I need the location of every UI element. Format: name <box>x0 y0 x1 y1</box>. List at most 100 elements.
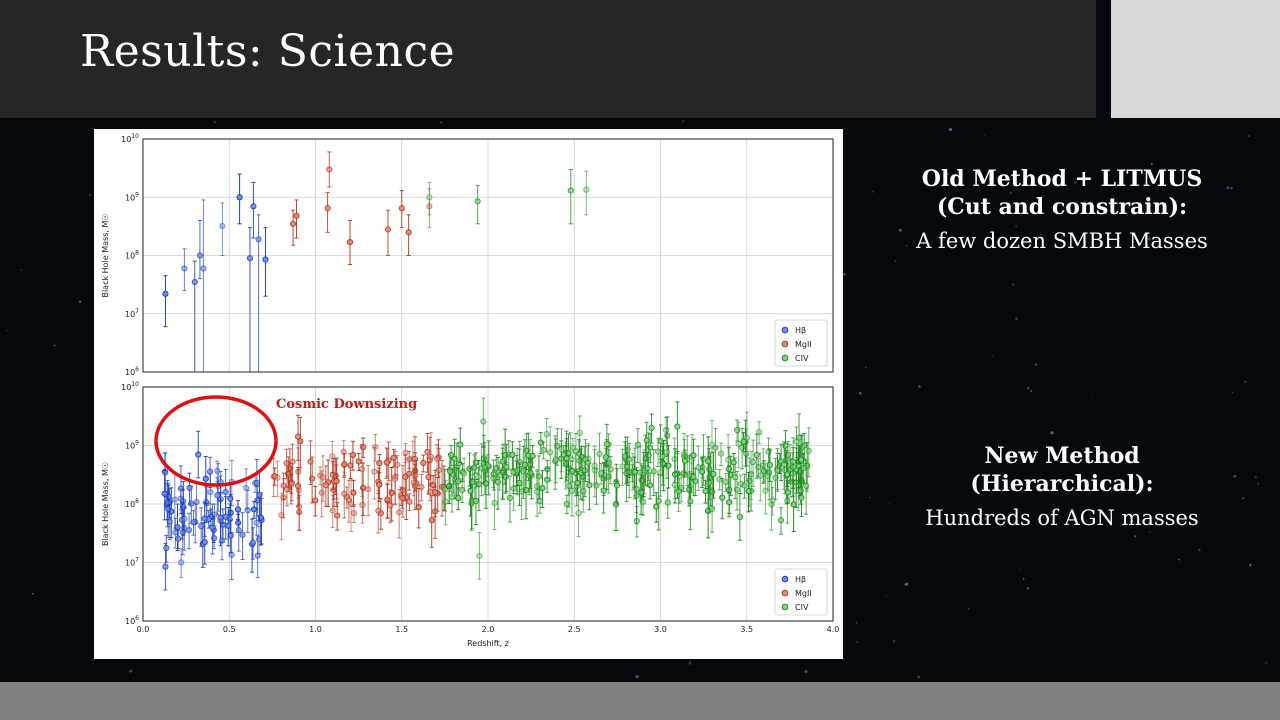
data-point-mgii <box>293 212 300 219</box>
data-point-hbeta <box>186 484 193 491</box>
y-tick-label: 1010 <box>121 381 139 392</box>
data-point-hbeta <box>181 265 188 272</box>
data-point-hbeta <box>214 492 221 499</box>
data-point-civ <box>762 487 769 494</box>
data-point-mgii <box>346 238 354 246</box>
data-point-civ <box>681 457 689 464</box>
data-point-civ <box>803 482 810 489</box>
star <box>1015 317 1018 320</box>
data-point-civ <box>747 470 755 478</box>
data-point-civ <box>503 463 510 470</box>
legend-box <box>774 319 828 367</box>
data-point-civ <box>543 476 551 483</box>
data-point-civ <box>448 494 456 501</box>
legend-marker <box>781 575 789 583</box>
data-point-civ <box>565 482 573 489</box>
data-point-civ <box>526 461 534 468</box>
star <box>1082 245 1084 247</box>
data-point-civ <box>455 478 462 485</box>
star <box>1009 191 1012 195</box>
star <box>1149 531 1152 534</box>
data-point-civ <box>671 481 678 488</box>
star <box>978 244 980 246</box>
star <box>1244 380 1247 384</box>
data-point-hbeta <box>196 252 204 259</box>
data-point-civ <box>643 437 650 444</box>
data-point-civ <box>626 456 633 463</box>
chart-figure: 106 107 108 109 1010 Black Hole Mass, M☉ Hβ MgI… <box>101 133 839 648</box>
bottom-bar <box>0 682 1280 720</box>
data-point-mgii <box>427 453 435 460</box>
data-point-mgii <box>376 481 383 488</box>
star <box>1030 390 1033 393</box>
data-point-mgii <box>420 459 427 467</box>
data-point-mgii <box>405 229 412 236</box>
new-method-block: New Method (Hierarchical): Hundreds of A… <box>887 442 1237 530</box>
data-point-civ <box>494 478 502 486</box>
data-point-mgii <box>334 512 341 519</box>
data-point-hbeta <box>161 490 168 497</box>
data-point-mgii <box>283 486 291 493</box>
y-tick-label: 106 <box>125 615 139 626</box>
y-axis-label: Black Hole Mass, M☉ <box>101 462 110 546</box>
data-point-civ <box>695 464 702 471</box>
data-point-civ <box>529 452 536 459</box>
star <box>858 392 862 395</box>
data-point-civ <box>476 552 483 559</box>
data-point-civ <box>568 487 576 494</box>
data-point-mgii <box>294 482 302 489</box>
old-method-body: A few dozen SMBH Masses <box>916 229 1208 253</box>
data-point-civ <box>509 451 516 458</box>
data-point-mgii <box>391 476 399 483</box>
star <box>948 128 953 132</box>
data-point-civ <box>784 471 791 478</box>
x-tick-label: 1.0 <box>309 625 322 634</box>
data-point-hbeta <box>246 255 254 262</box>
data-point-mgii <box>398 205 405 212</box>
data-point-hbeta <box>171 496 178 503</box>
data-point-hbeta <box>254 552 261 559</box>
data-point-civ <box>502 473 509 480</box>
data-point-mgii <box>350 489 357 496</box>
data-point-civ <box>708 505 716 512</box>
star <box>976 284 979 286</box>
data-point-hbeta <box>236 194 243 201</box>
old-method-heading-line1: Old Method + LITMUS <box>921 166 1203 192</box>
data-point-civ <box>766 461 774 468</box>
legend-label: MgII <box>795 340 812 349</box>
star <box>1150 163 1153 166</box>
data-point-civ <box>784 497 791 504</box>
data-point-civ <box>475 481 483 488</box>
data-point-civ <box>784 489 791 496</box>
data-point-civ <box>598 470 605 477</box>
data-point-mgii <box>333 477 340 485</box>
data-point-hbeta <box>239 531 246 538</box>
data-point-civ <box>702 487 709 495</box>
data-point-civ <box>596 450 603 457</box>
star <box>984 517 987 521</box>
cosmic-downsizing-ellipse <box>154 395 278 487</box>
star <box>1159 461 1161 463</box>
star <box>905 244 908 247</box>
data-point-civ <box>472 497 480 504</box>
data-point-hbeta <box>201 515 208 522</box>
data-point-civ <box>540 446 547 454</box>
data-point-civ <box>547 449 554 456</box>
data-point-civ <box>426 194 433 201</box>
data-point-civ <box>790 501 797 508</box>
data-point-mgii <box>329 453 336 460</box>
data-point-civ <box>441 486 449 493</box>
old-method-block: Old Method + LITMUS (Cut and constrain):… <box>887 165 1237 253</box>
data-point-civ <box>743 450 750 457</box>
data-point-hbeta <box>222 513 229 520</box>
data-point-mgii <box>376 460 383 467</box>
star <box>1133 535 1137 538</box>
star <box>918 385 921 388</box>
data-point-hbeta <box>218 537 226 544</box>
legend-label: MgII <box>795 589 812 598</box>
data-point-civ <box>567 187 574 194</box>
data-point-civ <box>769 497 776 504</box>
star <box>1091 396 1094 398</box>
star <box>843 272 846 276</box>
data-point-mgii <box>297 438 304 445</box>
